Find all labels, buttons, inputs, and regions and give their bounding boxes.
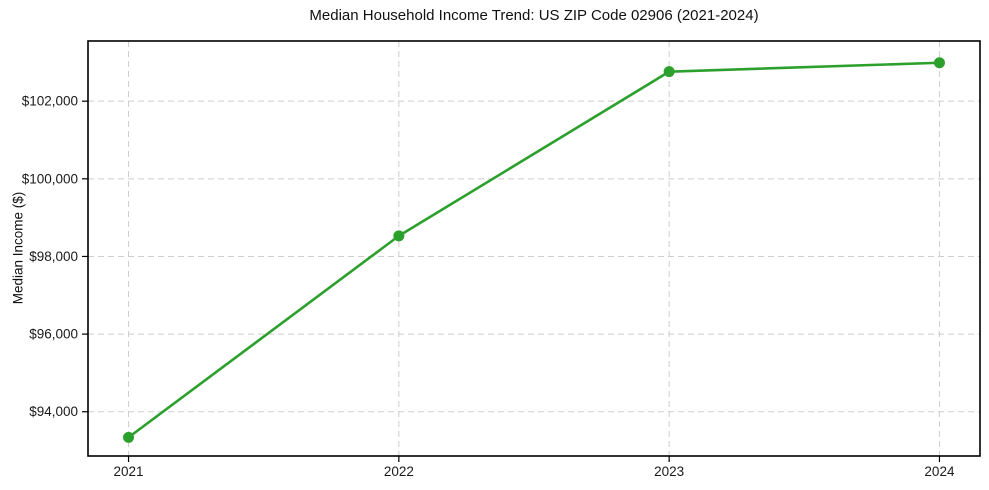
data-point-2024 xyxy=(933,57,945,69)
y-tick-label: $94,000 xyxy=(29,404,78,419)
chart-title: Median Household Income Trend: US ZIP Co… xyxy=(309,7,759,24)
y-tick-label: $98,000 xyxy=(29,249,78,264)
x-tick-label: 2024 xyxy=(924,464,955,479)
y-tick-label: $102,000 xyxy=(22,94,78,109)
y-tick-label: $100,000 xyxy=(22,171,78,186)
data-point-2022 xyxy=(393,230,405,242)
x-tick-label: 2021 xyxy=(114,464,144,479)
income-trend-line xyxy=(127,61,941,439)
data-point-2023 xyxy=(663,66,675,78)
x-tick-label: 2022 xyxy=(384,464,414,479)
plot-border xyxy=(87,40,981,457)
x-tick-label: 2023 xyxy=(654,464,684,479)
y-tick-label: $96,000 xyxy=(29,327,78,342)
data-point-2021 xyxy=(123,431,135,443)
